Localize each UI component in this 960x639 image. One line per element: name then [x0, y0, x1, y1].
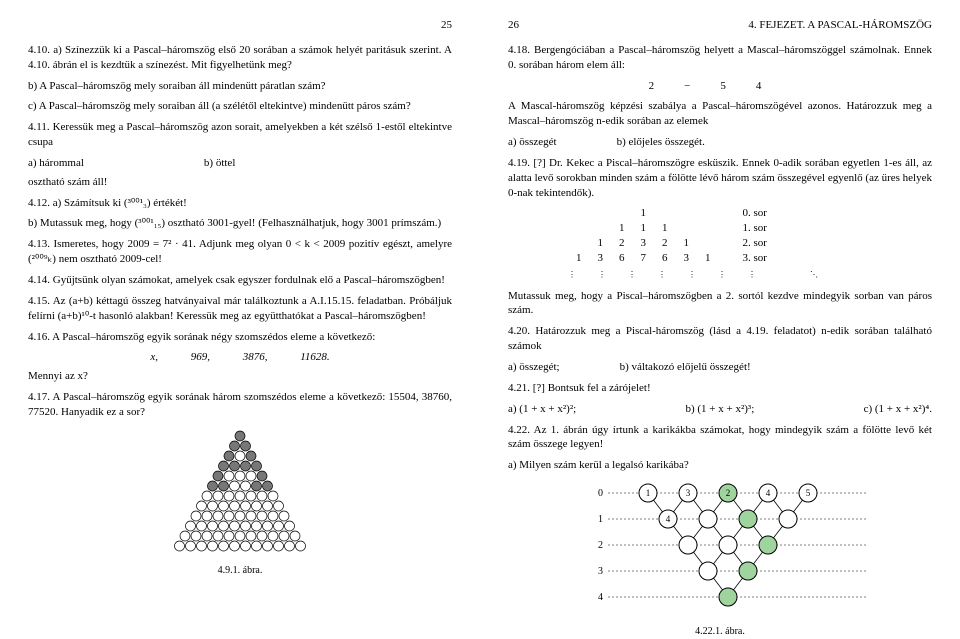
- ex-4-11-a: a) hárommal: [28, 156, 84, 171]
- ex-4-21-a: a) (1 + x + x²)²;: [508, 402, 576, 417]
- ex-4-10-a: 4.10. a) Színezzük ki a Pascal–háromszög…: [28, 43, 452, 73]
- ex-4-12-b: b) Mutassuk meg, hogy (³⁰⁰¹₁₅) osztható …: [28, 216, 452, 231]
- karika-diagram: 0 1 2 3 4 1 3 2 4 5 4: [588, 479, 888, 619]
- piscal-triangle: 10. sor1111. sor123212. sor13676313. sor: [508, 206, 932, 265]
- n1: x,: [150, 351, 158, 363]
- header-left: 25: [28, 18, 452, 33]
- ex-4-10-c: c) A Pascal–háromszög mely soraiban áll …: [28, 99, 452, 114]
- ex-4-12-a: 4.12. a) Számítsuk ki (³⁰⁰¹₃) értékét!: [28, 196, 452, 211]
- ex-4-11-opts: a) hárommal b) öttel: [28, 156, 452, 171]
- ex-4-11-b: b) öttel: [204, 156, 235, 171]
- ex-4-13: 4.13. Ismeretes, hogy 2009 = 7² · 41. Ad…: [28, 237, 452, 267]
- ex-4-21-c: c) (1 + x + x²)⁴.: [864, 402, 932, 417]
- ex-4-21-b: b) (1 + x + x²)³;: [685, 402, 754, 417]
- ex-4-22-a: a) Milyen szám kerül a legalsó karikába?: [508, 458, 932, 473]
- page-spread: 25 4.10. a) Színezzük ki a Pascal–hároms…: [0, 0, 960, 639]
- ex-4-20-b: b) váltakozó előjelű összegét!: [620, 360, 751, 375]
- ex-4-16-q: Mennyi az x?: [28, 369, 452, 384]
- figure-caption-left: 4.9.1. ábra.: [28, 564, 452, 578]
- n4: 11628.: [300, 351, 329, 363]
- ex-4-21: 4.21. [?] Bontsuk fel a zárójelet!: [508, 381, 932, 396]
- page-left: 25 4.10. a) Színezzük ki a Pascal–hároms…: [0, 0, 480, 639]
- ex-4-10-b: b) A Pascal–háromszög mely soraiban áll …: [28, 79, 452, 94]
- ex-4-11: 4.11. Keressük meg a Pascal–háromszög az…: [28, 120, 452, 150]
- header-right: 26 4. FEJEZET. A PASCAL-HÁROMSZÖG: [508, 18, 932, 33]
- n2: 969,: [191, 351, 210, 363]
- page-right: 26 4. FEJEZET. A PASCAL-HÁROMSZÖG 4.18. …: [480, 0, 960, 639]
- ex-4-15: 4.15. Az (a+b) kéttagú összeg hatványaiv…: [28, 294, 452, 324]
- svg-text:1: 1: [646, 488, 651, 498]
- pascal-triangle-figure: [125, 428, 355, 558]
- svg-text:3: 3: [686, 488, 691, 498]
- svg-text:4: 4: [766, 488, 771, 498]
- ex-4-21-opts: a) (1 + x + x²)²; b) (1 + x + x²)³; c) (…: [508, 402, 932, 417]
- ex-4-20: 4.20. Határozzuk meg a Piscal-háromszög …: [508, 324, 932, 354]
- chapter-title: 4. FEJEZET. A PASCAL-HÁROMSZÖG: [748, 18, 932, 33]
- ex-4-20-opts: a) összegét; b) váltakozó előjelű összeg…: [508, 360, 932, 375]
- figure-caption-right: 4.22.1. ábra.: [508, 625, 932, 639]
- svg-text:5: 5: [806, 488, 811, 498]
- svg-text:4: 4: [666, 514, 671, 524]
- m2: −5: [684, 80, 756, 92]
- ex-4-16: 4.16. A Pascal–háromszög egyik sorának n…: [28, 330, 452, 345]
- n3: 3876,: [243, 351, 268, 363]
- ex-4-18-bb: b) előjeles összegét.: [617, 135, 705, 150]
- ex-4-18-aa: a) összegét: [508, 135, 557, 150]
- ex-4-16-nums: x, 969, 3876, 11628.: [28, 350, 452, 365]
- ex-4-18-a: 4.18. Bergengóciában a Pascal–háromszög …: [508, 43, 932, 73]
- ex-4-17: 4.17. A Pascal–háromszög egyik sorának h…: [28, 390, 452, 420]
- ex-4-18-b: A Mascal-háromszög képzési szabálya a Pa…: [508, 99, 932, 129]
- mascal-nums: 2−54: [508, 79, 932, 94]
- ex-4-19: 4.19. [?] Dr. Kekec a Piscal–háromszögre…: [508, 156, 932, 201]
- svg-text:2: 2: [598, 540, 603, 551]
- m3: 4: [756, 80, 792, 92]
- ex-4-20-a: a) összegét;: [508, 360, 560, 375]
- svg-text:1: 1: [598, 514, 603, 525]
- ex-4-18-opts: a) összegét b) előjeles összegét.: [508, 135, 932, 150]
- ex-4-19-b: Mutassuk meg, hogy a Piscal–háromszögben…: [508, 289, 932, 319]
- ex-4-14: 4.14. Gyűjtsünk olyan számokat, amelyek …: [28, 273, 452, 288]
- ex-4-22: 4.22. Az 1. ábrán úgy írtunk a karikákba…: [508, 423, 932, 453]
- page-number-left: 25: [441, 18, 452, 33]
- svg-text:4: 4: [598, 592, 603, 603]
- svg-text:2: 2: [726, 488, 731, 498]
- ex-4-11-tail: osztható szám áll!: [28, 175, 452, 190]
- m1: 2: [649, 80, 685, 92]
- svg-text:0: 0: [598, 488, 603, 499]
- svg-text:3: 3: [598, 566, 603, 577]
- piscal-dots: ⋮ ⋮ ⋮ ⋮ ⋮ ⋮ ⋮ ⋱: [568, 270, 932, 281]
- page-number-right: 26: [508, 18, 519, 33]
